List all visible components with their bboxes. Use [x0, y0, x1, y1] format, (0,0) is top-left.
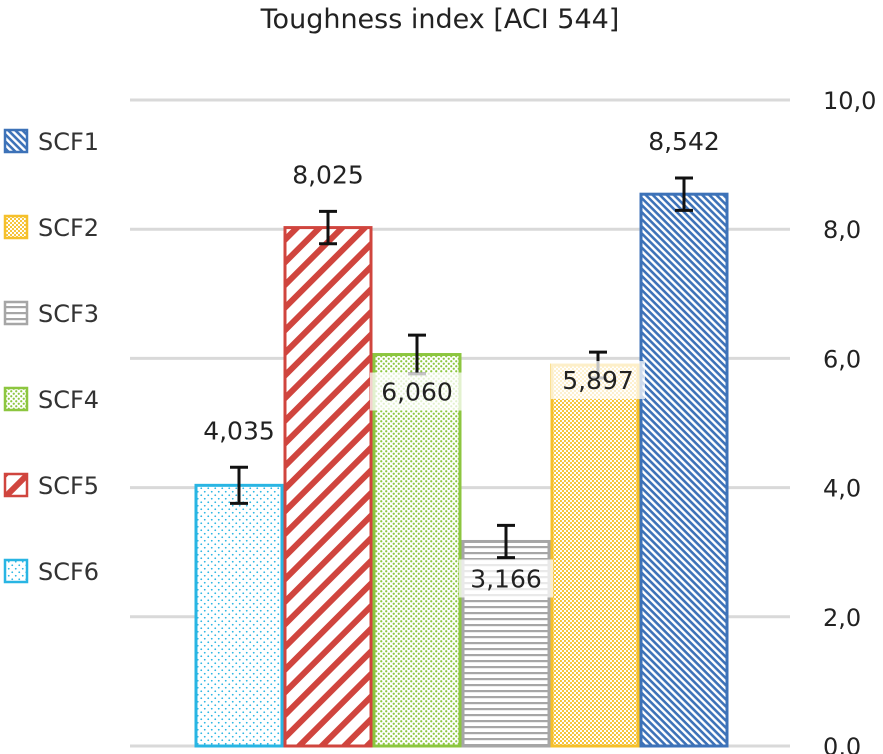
data-label-bg	[551, 361, 645, 400]
legend-swatch-scf5	[3, 472, 29, 498]
data-label-scf6: 4,035	[203, 416, 275, 445]
data-label-scf2: 5,897	[562, 366, 634, 395]
bar-scf1	[639, 192, 729, 748]
legend-label-scf6: SCF6	[38, 558, 99, 586]
chart-title: Toughness index [ACI 544]	[260, 4, 620, 35]
data-label-bg	[370, 372, 464, 411]
legend-swatch-scf4	[3, 386, 29, 412]
data-label-scf3: 3,166	[470, 564, 542, 593]
y-tick-label: 6,0	[823, 345, 861, 373]
legend-swatch-scf1	[3, 128, 29, 154]
bar-scf6	[194, 483, 284, 748]
y-tick-label: 4,0	[823, 475, 861, 503]
y-tick-label: 0,0	[823, 733, 861, 754]
legend-swatch-scf2	[3, 214, 29, 240]
legend-swatch-scf3	[3, 300, 29, 326]
bar-scf2	[550, 363, 640, 748]
error-bar-scf5	[319, 209, 337, 246]
y-tick-label: 10,0	[823, 87, 876, 115]
y-tick-label: 8,0	[823, 216, 861, 244]
legend-swatch-scf6	[3, 558, 29, 584]
data-label-scf4: 6,060	[381, 378, 453, 407]
legend-label-scf3: SCF3	[38, 300, 99, 328]
error-bar-scf6	[230, 465, 248, 505]
data-label-scf1: 8,542	[648, 127, 720, 156]
bars	[194, 176, 729, 748]
error-bar-scf3	[497, 523, 515, 560]
legend: SCF1 SCF2 SCF3 SCF4 SCF5 SCF6	[3, 128, 99, 586]
y-tick-label: 2,0	[823, 604, 861, 632]
bar-scf4	[372, 353, 462, 748]
legend-label-scf2: SCF2	[38, 214, 99, 242]
bar-scf5	[283, 226, 373, 748]
legend-label-scf5: SCF5	[38, 472, 99, 500]
data-labels: 4,035 8,025 6,060 3,166 5,897 8,542	[203, 127, 720, 598]
legend-label-scf1: SCF1	[38, 128, 99, 156]
y-axis: 0,0 2,0 4,0 6,0 8,0 10,0	[823, 87, 876, 754]
legend-label-scf4: SCF4	[38, 386, 99, 414]
data-label-bg	[459, 559, 553, 598]
data-label-scf5: 8,025	[292, 160, 364, 189]
error-bar-scf1	[675, 176, 693, 212]
